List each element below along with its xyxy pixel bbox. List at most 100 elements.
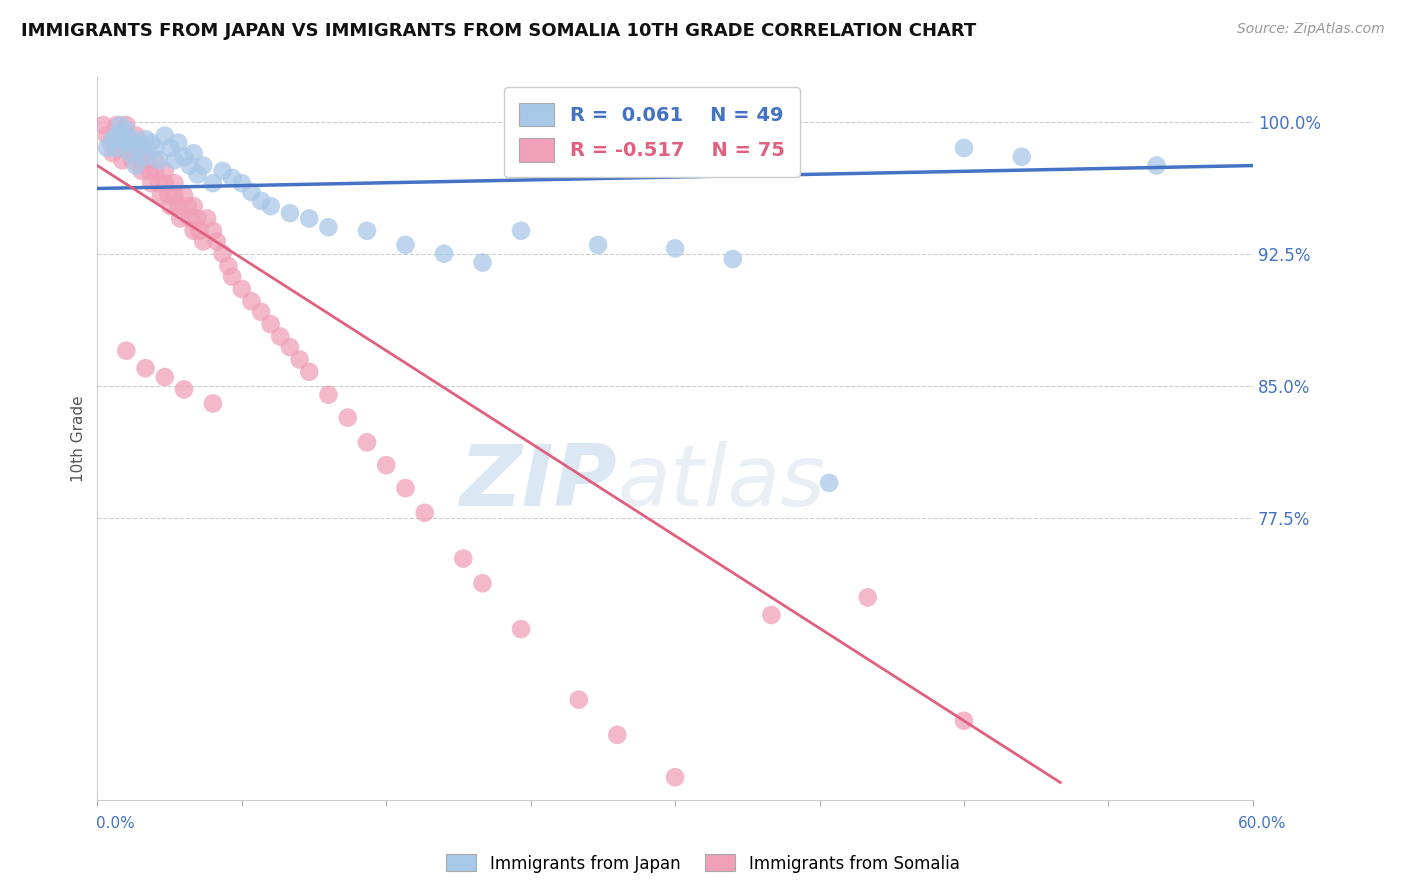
Point [721,252,744,266]
Point [193,235,215,249]
Legend: R =  0.061    N = 49, R = -0.517    N = 75: R = 0.061 N = 49, R = -0.517 N = 75 [503,87,800,178]
Point [195,211,218,226]
Point [451,551,474,566]
Point [375,458,398,473]
Point [159,199,181,213]
Point [201,224,224,238]
Point [167,199,190,213]
Point [568,692,591,706]
Point [143,164,166,178]
Point [231,176,253,190]
Point [148,153,170,168]
Point [153,128,176,143]
Point [260,317,283,331]
Point [179,159,201,173]
Point [173,383,195,397]
Point [115,123,138,137]
Point [953,141,976,155]
Point [148,176,170,190]
Point [134,141,156,155]
Point [240,185,263,199]
Point [278,206,301,220]
Point [201,396,224,410]
Point [173,150,195,164]
Point [221,269,243,284]
Point [856,591,879,605]
Point [1011,150,1033,164]
Point [167,136,190,150]
Text: ZIP: ZIP [460,441,617,524]
Point [125,128,148,143]
Point [211,246,233,260]
Point [110,141,132,155]
Point [250,305,273,319]
Point [115,118,138,132]
Point [173,188,195,202]
Point [143,141,166,155]
Point [163,153,186,168]
Point [211,164,233,178]
Point [177,199,200,213]
Point [134,361,156,376]
Point [278,340,301,354]
Point [394,481,416,495]
Point [143,153,166,168]
Point [240,294,263,309]
Point [183,146,205,161]
Point [96,141,118,155]
Point [250,194,273,208]
Point [318,220,340,235]
Point [163,176,186,190]
Point [141,136,163,150]
Point [201,176,224,190]
Point [153,370,176,384]
Point [125,141,148,155]
Point [1146,159,1168,173]
Text: atlas: atlas [617,441,825,524]
Point [128,141,150,155]
Point [761,607,783,622]
Point [953,714,976,728]
Point [115,343,138,358]
Point [186,211,208,226]
Point [394,238,416,252]
Point [120,146,142,161]
Point [141,176,163,190]
Point [105,141,128,155]
Point [183,199,205,213]
Point [153,176,176,190]
Point [586,238,609,252]
Point [101,132,124,146]
Point [260,199,283,213]
Point [471,576,494,591]
Point [157,188,180,202]
Point [510,622,533,636]
Point [356,224,378,238]
Point [134,132,156,146]
Point [96,128,118,143]
Point [179,211,201,226]
Point [186,167,208,181]
Point [221,170,243,185]
Point [664,241,686,255]
Point [121,132,143,146]
Text: Source: ZipAtlas.com: Source: ZipAtlas.com [1237,22,1385,37]
Point [115,128,138,143]
Point [149,188,172,202]
Point [298,365,321,379]
Point [183,224,205,238]
Point [111,127,134,141]
Point [101,146,124,161]
Point [163,188,186,202]
Point [125,136,148,150]
Point [134,150,156,164]
Point [818,475,841,490]
Point [128,153,150,168]
Point [188,224,211,238]
Point [112,132,135,146]
Point [433,246,456,260]
Point [105,118,128,132]
Point [606,728,628,742]
Point [105,128,128,143]
Point [125,159,148,173]
